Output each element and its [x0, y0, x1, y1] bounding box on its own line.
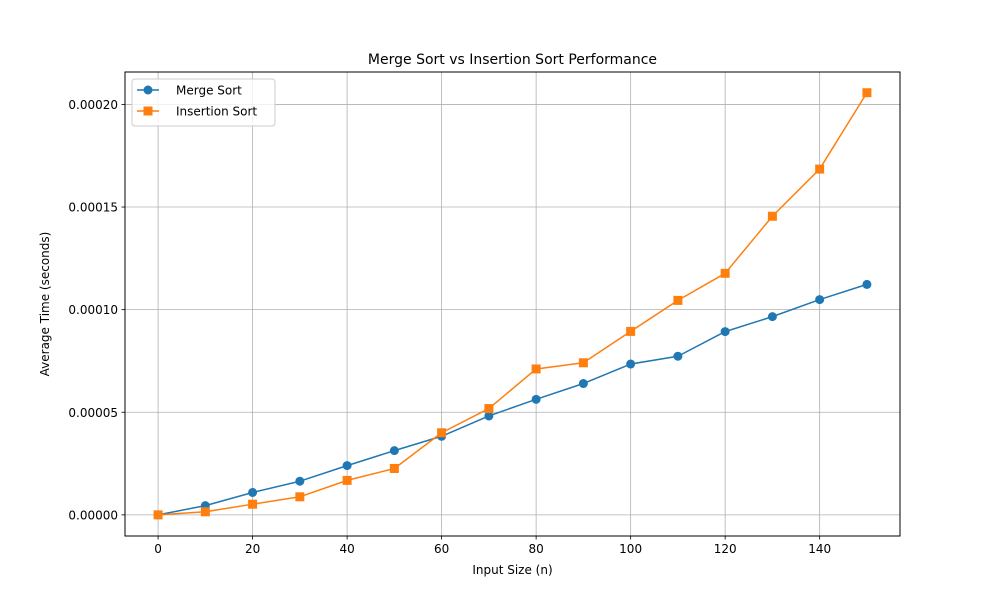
- data-point: [295, 492, 305, 502]
- data-point: [531, 364, 541, 374]
- legend-marker-insertion-sort: [143, 106, 153, 116]
- y-tick-label: 0.00015: [68, 201, 118, 215]
- data-point: [389, 446, 399, 456]
- data-point: [342, 461, 352, 471]
- series-layer: [153, 88, 872, 520]
- data-point: [295, 476, 305, 486]
- x-tick-label: 60: [434, 542, 449, 556]
- data-point: [720, 268, 730, 278]
- data-point: [484, 404, 494, 414]
- legend-label-merge-sort: Merge Sort: [176, 84, 242, 98]
- data-point: [437, 428, 447, 438]
- data-point: [815, 295, 825, 305]
- data-point: [673, 351, 683, 361]
- data-point: [389, 463, 399, 473]
- x-tick-label: 80: [528, 542, 543, 556]
- y-tick-label: 0.00005: [68, 406, 118, 420]
- data-point: [153, 510, 163, 520]
- data-point: [815, 164, 825, 174]
- data-point: [626, 359, 636, 369]
- legend-marker-merge-sort: [143, 85, 153, 95]
- data-point: [767, 312, 777, 322]
- y-tick-label: 0.00010: [68, 303, 118, 317]
- series-insertion-sort: [153, 88, 872, 520]
- data-point: [862, 88, 872, 98]
- x-tick-label: 20: [245, 542, 260, 556]
- data-point: [484, 411, 494, 421]
- data-point: [720, 327, 730, 337]
- x-tick-label: 0: [154, 542, 162, 556]
- data-point: [578, 379, 588, 389]
- data-point: [531, 394, 541, 404]
- y-tick-label: 0.00000: [68, 508, 118, 522]
- data-point: [578, 358, 588, 368]
- data-point: [248, 499, 258, 509]
- legend-box: [131, 78, 276, 127]
- legend-label-insertion-sort: Insertion Sort: [176, 105, 257, 119]
- series-line-insertion-sort: [158, 92, 868, 516]
- series-line-merge-sort: [157, 283, 868, 516]
- y-tick-label: 0.00020: [68, 98, 118, 112]
- x-tick-label: 120: [714, 542, 737, 556]
- data-point: [248, 487, 258, 497]
- data-point: [862, 279, 872, 289]
- y-axis-title: Average Time (seconds): [38, 232, 52, 377]
- data-point: [200, 507, 210, 517]
- x-axis-title: Input Size (n): [472, 563, 552, 577]
- grid: [125, 72, 900, 536]
- legend: Merge Sort Insertion Sort: [131, 78, 276, 127]
- data-point: [673, 295, 683, 305]
- data-point: [342, 475, 352, 485]
- tick-layer: 0 20 40 60 80 100 120 140 0.00000 0.00005 0.00010 0…: [68, 98, 831, 556]
- chart-title: Merge Sort vs Insertion Sort Performance: [368, 52, 657, 68]
- data-point: [626, 326, 636, 336]
- data-point: [767, 211, 777, 221]
- x-tick-label: 40: [339, 542, 354, 556]
- x-tick-label: 140: [808, 542, 831, 556]
- plot-frame: [124, 71, 901, 537]
- x-tick-label: 100: [619, 542, 642, 556]
